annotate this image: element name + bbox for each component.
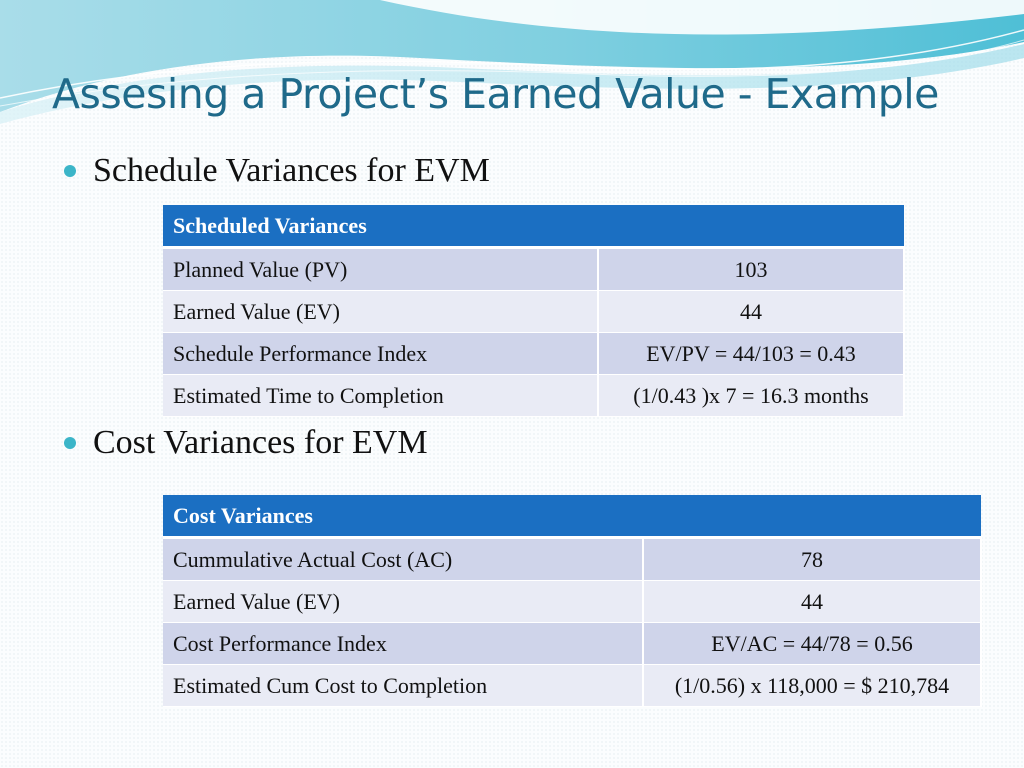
row-value: (1/0.43 )x 7 = 16.3 months [598, 374, 906, 417]
bullet-text: Cost Variances for EVM [93, 424, 428, 461]
header-wave-decoration [0, 0, 1024, 124]
table-row: Earned Value (EV) 44 [163, 580, 983, 623]
table-header: Scheduled Variances [163, 205, 905, 249]
schedule-variances-table: Scheduled Variances Planned Value (PV) 1… [163, 205, 906, 417]
row-value: 44 [643, 580, 983, 623]
bullet-text: Schedule Variances for EVM [93, 152, 490, 189]
row-value: (1/0.56) x 118,000 = $ 210,784 [643, 664, 983, 707]
cost-variances-table: Cost Variances Cummulative Actual Cost (… [163, 495, 983, 707]
table-row: Estimated Time to Completion (1/0.43 )x … [163, 374, 906, 417]
table-row: Cummulative Actual Cost (AC) 78 [163, 537, 983, 581]
row-label: Schedule Performance Index [163, 332, 599, 375]
row-value: 78 [643, 537, 983, 581]
table-row: Earned Value (EV) 44 [163, 290, 906, 333]
row-label: Estimated Cum Cost to Completion [163, 664, 644, 707]
row-label: Estimated Time to Completion [163, 374, 599, 417]
table-header: Cost Variances [163, 495, 982, 539]
row-label: Cost Performance Index [163, 622, 644, 665]
row-value: 44 [598, 290, 906, 333]
table-row: Planned Value (PV) 103 [163, 247, 906, 291]
row-label: Planned Value (PV) [163, 247, 599, 291]
table-row: Cost Performance Index EV/AC = 44/78 = 0… [163, 622, 983, 665]
row-value: EV/AC = 44/78 = 0.56 [643, 622, 983, 665]
bullet-dot-icon [64, 165, 76, 177]
bullet-schedule-variances: Schedule Variances for EVM [64, 152, 490, 190]
table-row: Schedule Performance Index EV/PV = 44/10… [163, 332, 906, 375]
row-label: Earned Value (EV) [163, 580, 644, 623]
row-value: 103 [598, 247, 906, 291]
bullet-cost-variances: Cost Variances for EVM [64, 424, 428, 462]
row-value: EV/PV = 44/103 = 0.43 [598, 332, 906, 375]
row-label: Cummulative Actual Cost (AC) [163, 537, 644, 581]
bullet-dot-icon [64, 437, 76, 449]
page-title: Assesing a Project’s Earned Value - Exam… [52, 70, 939, 118]
table-row: Estimated Cum Cost to Completion (1/0.56… [163, 664, 983, 707]
row-label: Earned Value (EV) [163, 290, 599, 333]
